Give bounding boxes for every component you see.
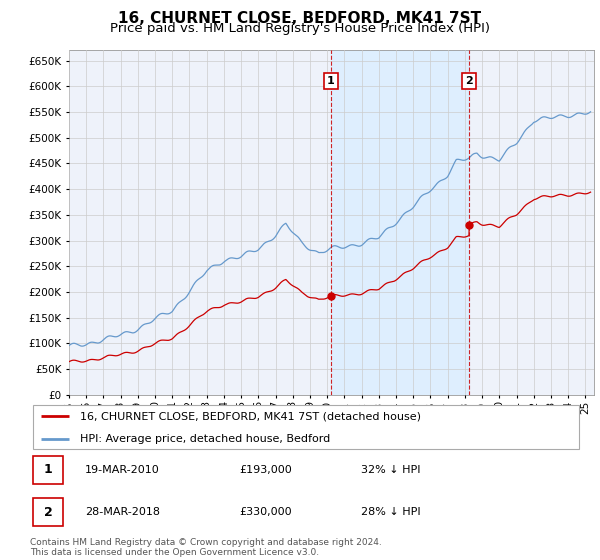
- Text: HPI: Average price, detached house, Bedford: HPI: Average price, detached house, Bedf…: [80, 434, 330, 444]
- Text: 28% ↓ HPI: 28% ↓ HPI: [361, 507, 421, 517]
- Text: Contains HM Land Registry data © Crown copyright and database right 2024.
This d: Contains HM Land Registry data © Crown c…: [30, 538, 382, 557]
- Text: Price paid vs. HM Land Registry's House Price Index (HPI): Price paid vs. HM Land Registry's House …: [110, 22, 490, 35]
- Text: 16, CHURNET CLOSE, BEDFORD, MK41 7ST (detached house): 16, CHURNET CLOSE, BEDFORD, MK41 7ST (de…: [80, 411, 421, 421]
- Text: 16, CHURNET CLOSE, BEDFORD, MK41 7ST: 16, CHURNET CLOSE, BEDFORD, MK41 7ST: [118, 11, 482, 26]
- Text: 1: 1: [44, 463, 52, 477]
- Text: £330,000: £330,000: [240, 507, 292, 517]
- FancyBboxPatch shape: [33, 498, 63, 526]
- Text: 1: 1: [327, 76, 335, 86]
- Text: 32% ↓ HPI: 32% ↓ HPI: [361, 465, 421, 475]
- FancyBboxPatch shape: [33, 405, 579, 449]
- Text: 2: 2: [44, 506, 52, 519]
- FancyBboxPatch shape: [33, 456, 63, 484]
- Text: 28-MAR-2018: 28-MAR-2018: [85, 507, 160, 517]
- Text: 19-MAR-2010: 19-MAR-2010: [85, 465, 160, 475]
- Text: £193,000: £193,000: [240, 465, 293, 475]
- Bar: [331, 50, 469, 395]
- Text: 2: 2: [465, 76, 473, 86]
